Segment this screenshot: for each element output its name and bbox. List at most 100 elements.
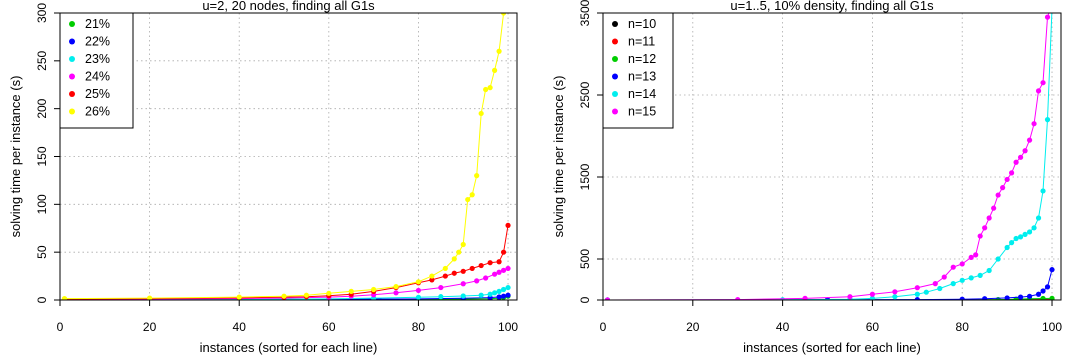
data-point	[496, 288, 502, 294]
legend-item: 22%	[69, 35, 110, 49]
y-axis-label: solving time per instance (s)	[551, 76, 566, 238]
data-point	[469, 265, 475, 272]
data-point	[1013, 235, 1019, 242]
data-point	[326, 290, 332, 296]
y-tick-label: 0	[35, 296, 49, 303]
data-point	[982, 225, 988, 231]
data-point	[460, 268, 466, 274]
data-point	[1026, 229, 1033, 235]
data-point	[438, 284, 444, 291]
data-point	[415, 279, 422, 285]
chart-title: u=1..5, 10% density, finding all G1s	[730, 0, 934, 13]
legend-item: n=11	[612, 35, 655, 49]
data-point	[483, 275, 489, 281]
legend-label: n=15	[628, 105, 656, 119]
data-point	[303, 292, 310, 298]
data-point	[487, 85, 493, 91]
data-point	[892, 294, 898, 300]
data-point	[505, 222, 511, 228]
data-point	[1004, 295, 1010, 300]
y-axis-label: solving time per instance (s)	[8, 76, 23, 238]
legend-label: n=14	[628, 87, 656, 101]
x-tick-label: 20	[143, 320, 157, 334]
data-point	[604, 297, 611, 300]
data-point	[847, 294, 853, 300]
data-point	[469, 192, 475, 198]
data-point	[937, 285, 943, 292]
legend-item: 21%	[69, 17, 110, 31]
data-point	[869, 295, 876, 300]
legend-label: 24%	[85, 70, 110, 84]
legend-label: n=10	[628, 17, 656, 31]
data-point	[505, 284, 511, 291]
y-tick-label: 250	[35, 51, 49, 71]
data-point	[147, 295, 153, 300]
y-tick-label: 1500	[578, 163, 592, 190]
data-point	[451, 256, 457, 262]
legend: n=10 n=11 n=12 n=13 n=14 n=15	[602, 12, 674, 129]
data-point	[914, 296, 920, 300]
data-point	[1009, 240, 1015, 246]
legend-item: n=12	[612, 52, 656, 66]
data-point	[1044, 14, 1051, 20]
data-point	[505, 6, 510, 11]
x-tick-label: 0	[600, 320, 607, 334]
data-point	[968, 275, 974, 281]
legend-item: 25%	[69, 87, 110, 101]
data-point	[442, 273, 448, 279]
legend-item: n=10	[612, 17, 656, 31]
x-tick-label: 80	[412, 320, 426, 334]
data-point	[491, 290, 498, 296]
data-point	[496, 269, 502, 275]
data-point	[959, 277, 965, 283]
data-point	[968, 254, 974, 260]
data-point	[496, 259, 502, 265]
data-point	[500, 13, 507, 16]
legend-item: 24%	[69, 70, 110, 84]
legend-item: 23%	[69, 52, 110, 66]
legend-item: n=13	[612, 70, 656, 84]
data-point	[1035, 215, 1042, 221]
data-point	[735, 296, 741, 300]
data-point	[415, 294, 422, 300]
data-point	[474, 173, 480, 179]
legend-label: 22%	[85, 35, 110, 49]
data-point	[959, 261, 965, 267]
data-point	[500, 293, 507, 299]
data-point	[986, 215, 992, 221]
data-point	[977, 272, 983, 278]
data-point	[348, 288, 354, 294]
data-point	[932, 281, 938, 287]
legend-marker	[612, 38, 618, 45]
y-tick-label: 3500	[578, 0, 592, 26]
legend-label: n=12	[628, 52, 656, 66]
y-tick-label: 500	[578, 249, 592, 269]
data-point	[950, 281, 956, 287]
data-point	[456, 249, 462, 255]
x-axis-label: instances (sorted for each line)	[743, 340, 921, 355]
data-point	[1022, 231, 1028, 237]
data-point	[802, 295, 808, 300]
data-point	[1017, 234, 1024, 240]
chart-panel-right: u=1..5, 10% density, finding all G1s ins…	[551, 0, 1062, 355]
data-point	[1009, 170, 1015, 176]
legend-marker	[612, 73, 618, 80]
data-point	[1035, 88, 1042, 94]
data-point	[1040, 80, 1046, 86]
legend-item: n=15	[612, 105, 656, 119]
data-point	[1013, 159, 1019, 165]
chart-title: u=2, 20 nodes, finding all G1s	[202, 0, 375, 13]
y-tick-label: 100	[35, 194, 49, 214]
data-point	[483, 86, 489, 93]
y-tick-label: 50	[35, 245, 49, 259]
data-point	[914, 285, 920, 291]
chart-panel-left: u=2, 20 nodes, finding all G1s instances…	[8, 0, 518, 355]
data-point	[491, 67, 498, 73]
data-point	[1004, 244, 1010, 251]
data-point	[491, 271, 498, 277]
legend-marker	[612, 91, 618, 97]
x-tick-label: 20	[686, 320, 700, 334]
legend-marker	[69, 56, 75, 62]
data-point	[1049, 295, 1055, 300]
legend: 21% 22% 23% 24% 25% 26%	[59, 12, 134, 129]
